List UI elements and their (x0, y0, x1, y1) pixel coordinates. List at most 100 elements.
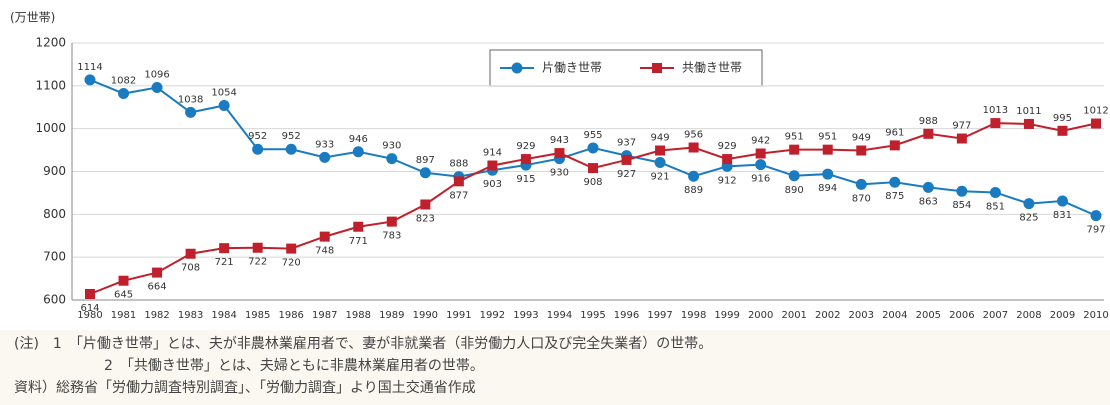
point (889, 140, 900, 151)
x-tick-label: 1997 (647, 310, 672, 321)
value-label: 645 (114, 290, 133, 301)
y-tick-label: 1100 (35, 78, 66, 92)
point (989, 186, 1001, 198)
point (588, 163, 598, 174)
point (285, 143, 297, 155)
y-axis-label: (万世帯) (10, 11, 55, 25)
point (922, 181, 934, 193)
value-label: 929 (516, 141, 535, 152)
point (755, 159, 767, 171)
value-label: 897 (416, 155, 435, 166)
value-label: 854 (952, 200, 971, 211)
x-tick-label: 1994 (547, 310, 572, 321)
value-label: 1012 (1083, 106, 1108, 117)
value-label: 914 (483, 148, 502, 159)
point (788, 170, 800, 182)
value-label: 915 (516, 174, 535, 185)
value-label: 921 (651, 172, 670, 183)
point (520, 154, 531, 165)
value-label: 927 (617, 169, 636, 180)
point (118, 275, 129, 286)
value-label: 1082 (111, 76, 136, 87)
value-label: 614 (80, 303, 99, 314)
x-tick-label: 1991 (446, 310, 471, 321)
x-tick-label: 2005 (916, 310, 941, 321)
value-label: 720 (282, 258, 301, 269)
x-tick-label: 1988 (346, 310, 371, 321)
value-label: 888 (449, 159, 468, 170)
x-tick-label: 1982 (144, 310, 169, 321)
value-label: 1013 (983, 105, 1008, 116)
note: 資料）総務省「労働力調査特別調査」、「労働力調査」より国土交通省作成 (14, 379, 476, 396)
value-label: 797 (1086, 225, 1105, 236)
point (688, 142, 699, 153)
note: 2 「共働き世帯」とは、夫婦ともに非農林業雇用者の世帯。 (104, 357, 484, 374)
value-label: 949 (651, 133, 670, 144)
point (487, 160, 498, 171)
point (822, 168, 834, 180)
point (1056, 195, 1068, 207)
point (990, 118, 1001, 129)
x-tick-label: 1992 (480, 310, 505, 321)
x-tick-label: 2008 (1016, 310, 1041, 321)
value-label: 946 (349, 134, 368, 145)
point (453, 176, 464, 187)
value-label: 951 (785, 132, 804, 143)
value-label: 943 (550, 135, 569, 146)
value-label: 748 (315, 246, 334, 257)
value-label: 890 (785, 185, 804, 196)
point (722, 154, 733, 165)
point (1023, 198, 1035, 210)
value-label: 955 (583, 130, 602, 141)
value-label: 1038 (178, 94, 203, 105)
x-tick-label: 2009 (1050, 310, 1075, 321)
y-tick-label: 700 (43, 250, 66, 264)
point (286, 243, 297, 254)
point (652, 63, 662, 73)
point (420, 199, 431, 210)
y-tick-label: 1200 (35, 36, 66, 50)
x-tick-label: 1984 (211, 310, 236, 321)
point (419, 167, 431, 179)
value-label: 933 (315, 139, 334, 150)
point (152, 267, 163, 278)
point (855, 178, 867, 190)
point (252, 143, 264, 155)
x-tick-label: 1999 (714, 310, 739, 321)
x-tick-label: 1989 (379, 310, 404, 321)
point (85, 289, 95, 300)
x-tick-label: 2003 (849, 310, 874, 321)
value-label: 995 (1053, 113, 1072, 124)
x-tick-label: 1986 (278, 310, 303, 321)
point (956, 185, 968, 197)
y-tick-label: 1000 (35, 121, 66, 135)
x-tick-label: 1990 (413, 310, 438, 321)
value-label: 988 (919, 116, 938, 127)
legend (489, 49, 763, 87)
value-label: 930 (382, 141, 401, 152)
value-label: 825 (1019, 213, 1038, 224)
value-label: 952 (282, 131, 301, 142)
point (889, 176, 901, 188)
point (1090, 210, 1102, 222)
point (923, 128, 934, 139)
point (386, 153, 398, 165)
value-label: 875 (885, 191, 904, 202)
x-tick-label: 1995 (580, 310, 605, 321)
value-label: 870 (852, 193, 871, 204)
x-tick-label: 1993 (513, 310, 538, 321)
point (185, 248, 196, 259)
value-label: 1096 (144, 70, 169, 81)
value-label: 903 (483, 179, 502, 190)
note: (注) 1 「片働き世帯」とは、夫が非農林業雇用者で、妻が非就業者（非労働力人口… (14, 335, 712, 352)
point (755, 148, 766, 159)
x-tick-label: 1981 (111, 310, 136, 321)
value-label: 916 (751, 174, 770, 185)
point (688, 170, 700, 182)
point (353, 221, 364, 232)
point (319, 231, 330, 242)
point (789, 144, 800, 155)
y-tick-label: 800 (43, 207, 66, 221)
value-label: 908 (583, 177, 602, 188)
